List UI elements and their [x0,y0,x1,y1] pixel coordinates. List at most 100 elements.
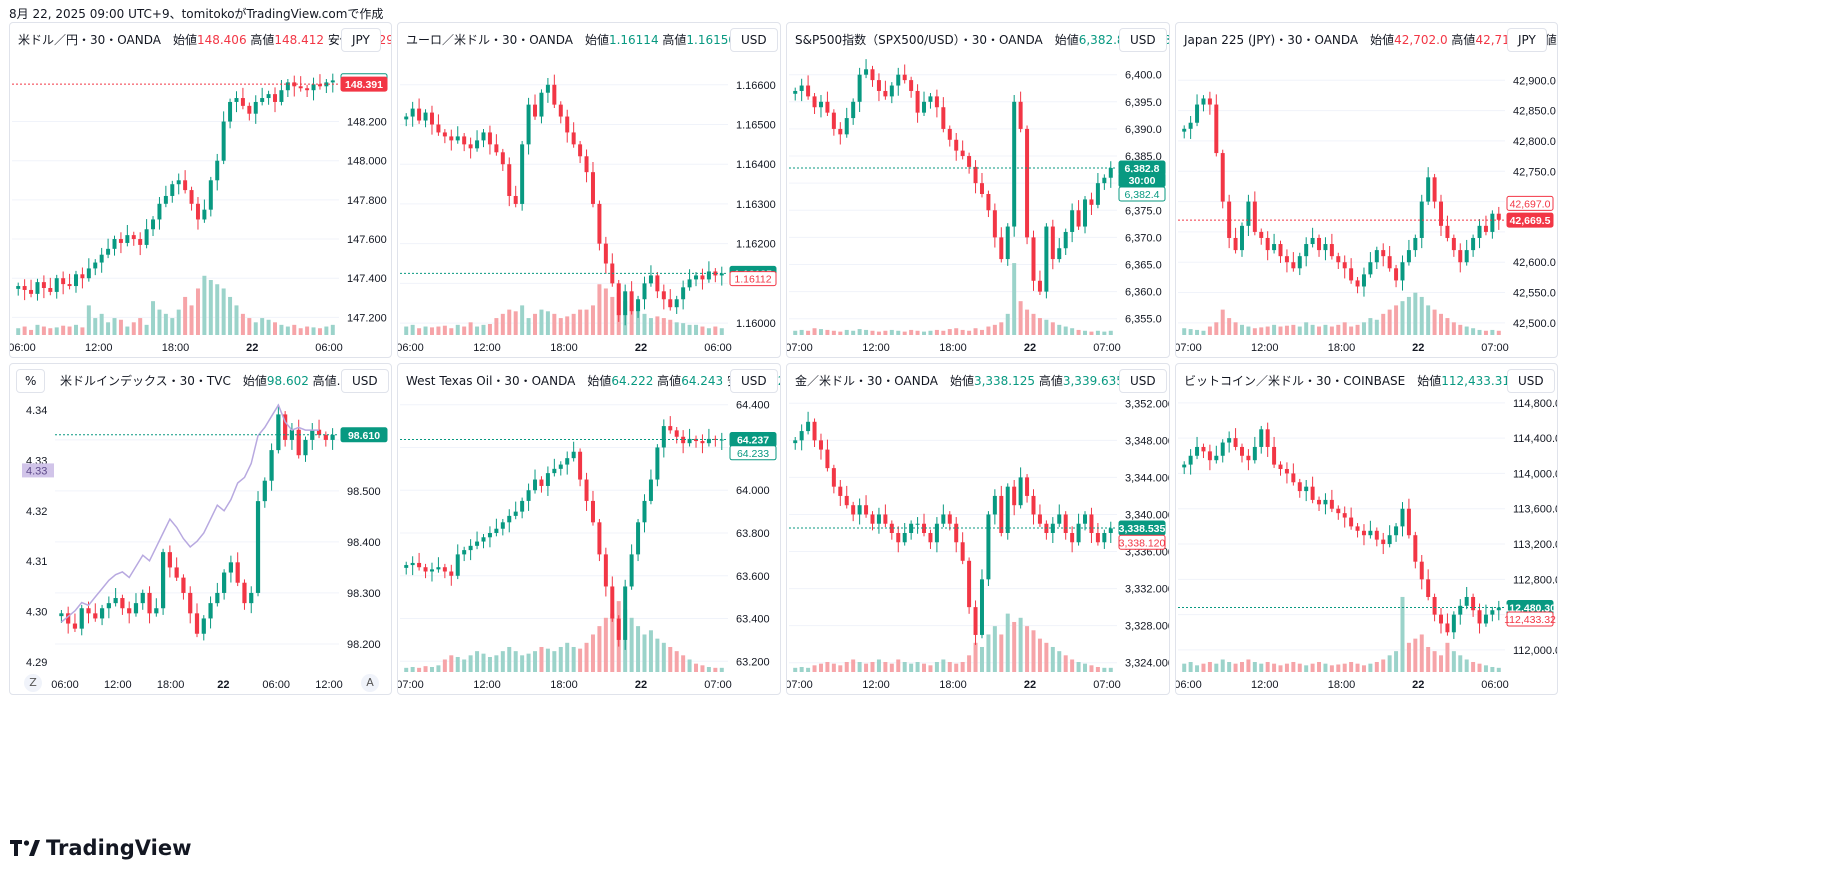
candle [323,434,328,440]
volume-bar [487,324,492,335]
candle [1471,237,1476,251]
chart-panel-spx[interactable]: 6,355.0 6,360.0 6,365.0 6,370.0 6,375.0 6,385… [786,22,1170,358]
candle [825,449,830,469]
chart-panel-gold[interactable]: 3,324.0003,328.0003,332.0003,336.0003,34… [786,363,1170,695]
candle [279,90,284,102]
candle [1025,477,1030,496]
volume-bar [565,642,570,672]
y-tick-label: 64.000 [736,485,770,497]
x-tick-label: 06:00 [315,342,343,354]
volume-bar [16,328,21,335]
volume-bar [851,659,856,672]
candle [500,522,505,529]
price-tag [340,427,388,443]
candle [713,271,718,276]
x-tick-label: 06:00 [1481,679,1509,691]
volume-bar [896,659,901,672]
volume-bar [487,656,492,672]
volume-bar [934,661,939,672]
candle [1374,250,1379,263]
chart-panel-nikkei[interactable]: 42,500.0 42,550.0 42,600.0 42,750.0 42,800.0… [1175,22,1558,358]
currency-button[interactable]: USD [730,369,778,393]
volume-bar [1361,322,1366,335]
volume-bar [1252,661,1257,672]
volume-bar [857,329,862,335]
volume-bar [1342,322,1347,335]
volume-bar [844,329,849,335]
chart-canvas-nikkei: 42,500.0 42,550.0 42,600.0 42,750.0 42,800.0… [1176,75,1556,354]
candle [941,107,946,129]
chart-panel-eurusd[interactable]: 1.16000 1.16200 1.16300 1.16400 1.16500 1.166… [397,22,781,358]
candle [960,150,965,157]
price-tag-label: 1.16112 [734,274,771,286]
candle [1252,201,1257,232]
volume-bar [195,288,200,335]
y-tick-label: 1.16300 [736,199,776,211]
y-tick-label: 147.200 [347,312,387,324]
x-tick-label: 22 [246,342,258,354]
zoom-button[interactable]: Z [24,674,42,692]
candle [648,275,653,284]
volume-bar [603,288,608,335]
chart-panel-wti[interactable]: 63.200 63.400 63.600 63.800 64.000 64.400 07:0… [397,363,781,695]
candle [565,116,570,133]
price-tag-label: 148.391 [345,79,383,91]
currency-button[interactable]: USD [341,369,389,393]
volume-bar [260,318,265,335]
currency-button[interactable]: USD [1119,28,1167,52]
volume-bar [1483,330,1488,335]
candle [799,431,804,441]
candle [889,523,894,533]
volume-bar [80,327,85,335]
auto-scale-button[interactable]: A [361,674,379,692]
chart-panel-dxy[interactable]: 98.200 98.300 98.400 98.500 06:00 12:00 18:00 2… [9,363,392,695]
open-value: 112,433.31 [1441,374,1514,388]
volume-bar [1406,296,1411,335]
volume-bar [1317,661,1322,672]
volume-bar [812,665,817,672]
candle [655,447,660,480]
chart-panel-btc[interactable]: 112,000.00 112,800.00 113,200.00 113,600.00… [1175,363,1558,695]
currency-button[interactable]: JPY [341,28,381,52]
candle [194,613,200,634]
volume-bar [973,642,978,672]
candle [176,180,181,185]
volume-bar [947,329,952,335]
left-unit-button[interactable]: % [16,369,46,393]
price-tag-label: 112,433.32 [1504,614,1556,626]
volume-bar [1083,663,1088,672]
candle [1246,201,1251,226]
candle [1368,262,1373,275]
candle [1214,455,1219,461]
chart-panel-usdjpy[interactable]: 147.200 147.400 147.600 147.800 148.000 148.2… [9,22,392,358]
volume-bar [1400,596,1405,672]
candle [1012,486,1017,506]
volume-bar [48,328,53,335]
volume-bar [1426,646,1431,672]
candle [1432,596,1437,615]
tradingview-logo[interactable]: TradingView [10,836,191,860]
candle [674,299,679,308]
candle [1265,237,1270,251]
volume-bar [713,667,718,672]
volume-bar [831,330,836,335]
volume-bar [571,646,576,672]
candle [1381,250,1386,257]
currency-button[interactable]: JPY [1507,28,1547,52]
candle [979,579,984,635]
volume-bar [1361,665,1366,672]
volume-bar [539,309,544,335]
currency-button[interactable]: USD [1119,369,1167,393]
candle [1336,256,1341,263]
volume-bar [967,330,972,335]
volume-bar [468,655,473,672]
y-tick-label: 6,385.0 [1125,151,1162,163]
volume-bar [992,626,997,672]
candle [1220,442,1225,456]
currency-button[interactable]: USD [1507,369,1555,393]
chart-canvas-dxy: 98.200 98.300 98.400 98.500 06:00 12:00 18:00 2… [22,403,388,691]
candle [1195,104,1200,123]
currency-button[interactable]: USD [730,28,778,52]
y-tick-label: 1.16200 [736,239,776,251]
candle [234,98,239,102]
